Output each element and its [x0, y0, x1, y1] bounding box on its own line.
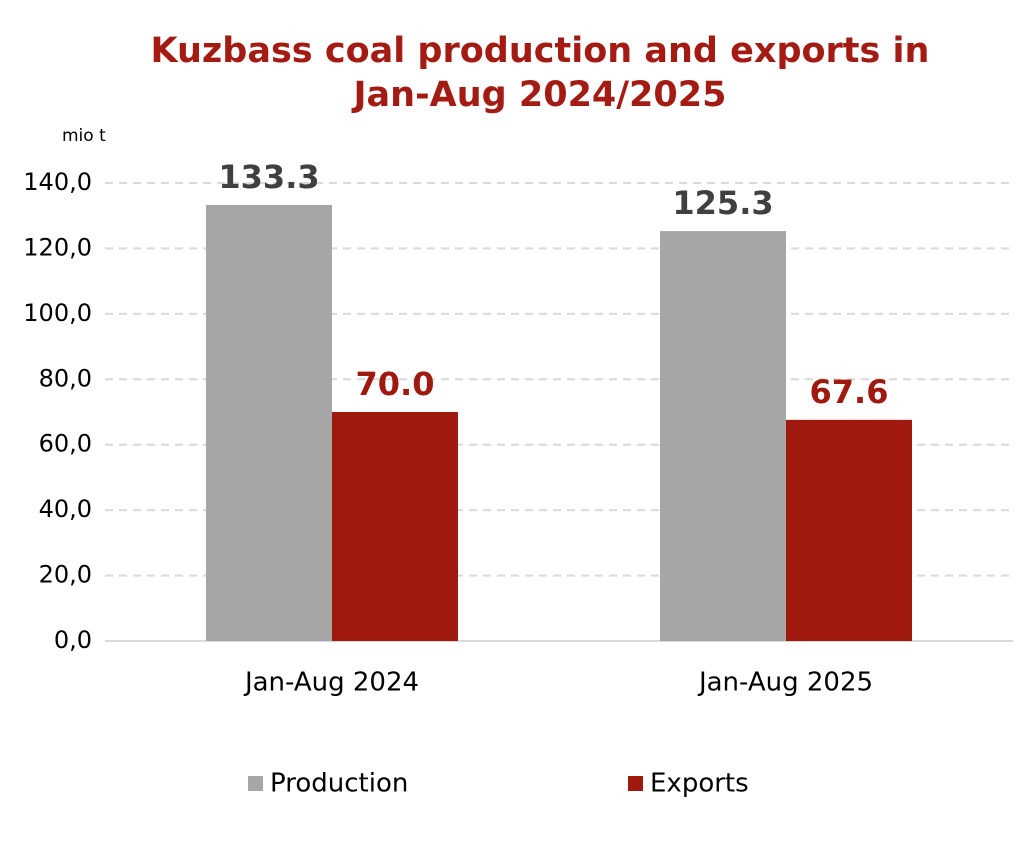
legend-swatch: [248, 776, 263, 791]
legend-label: Production: [270, 769, 408, 799]
y-tick-label: 0,0: [54, 626, 92, 654]
chart-title: Jan-Aug 2024/2025: [352, 75, 727, 115]
bar: [660, 231, 786, 641]
data-label: 133.3: [218, 158, 319, 196]
y-tick-label: 100,0: [23, 299, 92, 327]
y-axis-label: mio t: [62, 126, 106, 146]
y-tick-label: 20,0: [39, 561, 92, 589]
y-tick-label: 60,0: [39, 430, 92, 458]
bar: [332, 412, 458, 641]
data-label: 70.0: [356, 365, 435, 403]
bar: [206, 204, 332, 641]
y-tick-label: 140,0: [23, 168, 92, 196]
data-label: 67.6: [810, 373, 889, 411]
bar: [786, 419, 912, 641]
legend-swatch: [628, 776, 643, 791]
y-tick-label: 40,0: [39, 495, 92, 523]
data-label: 125.3: [672, 184, 773, 222]
y-tick-label: 120,0: [23, 233, 92, 261]
legend-label: Exports: [650, 769, 749, 799]
x-tick-label: Jan-Aug 2025: [697, 668, 873, 698]
chart-title: Kuzbass coal production and exports in: [151, 31, 930, 71]
y-tick-label: 80,0: [39, 364, 92, 392]
x-tick-label: Jan-Aug 2024: [243, 668, 419, 698]
